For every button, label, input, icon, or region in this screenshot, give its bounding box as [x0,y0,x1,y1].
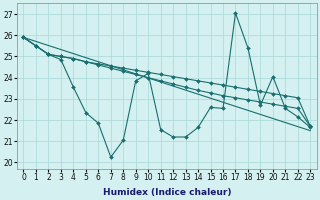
X-axis label: Humidex (Indice chaleur): Humidex (Indice chaleur) [103,188,231,197]
